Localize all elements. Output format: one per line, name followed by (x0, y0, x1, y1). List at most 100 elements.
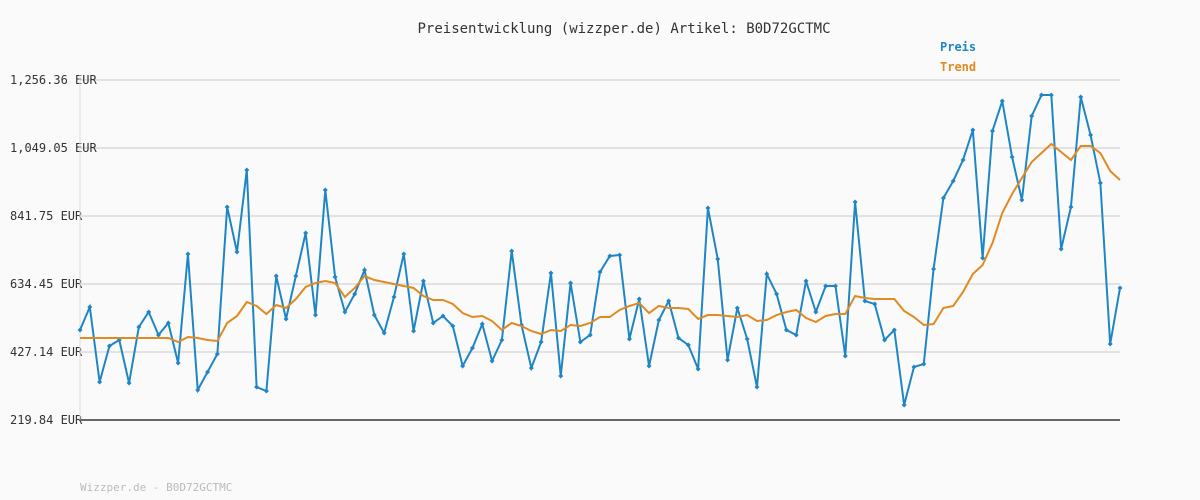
data-point (1009, 154, 1015, 160)
data-point (911, 364, 917, 370)
data-point (891, 327, 897, 333)
data-point (813, 309, 819, 315)
data-point (607, 253, 613, 259)
data-point (970, 127, 976, 133)
data-point (960, 157, 966, 163)
chart-title: Preisentwicklung (wizzper.de) Artikel: B… (417, 21, 830, 37)
data-point (381, 330, 387, 336)
data-point (136, 324, 142, 330)
data-point (224, 204, 230, 210)
data-point (548, 270, 554, 276)
data-point (734, 305, 740, 311)
y-tick-label: 634.45 EUR (10, 277, 83, 291)
data-point (293, 273, 299, 279)
data-point (538, 339, 544, 345)
legend-label: Trend (940, 60, 976, 74)
data-point (646, 363, 652, 369)
data-point (882, 337, 888, 343)
data-point (940, 195, 946, 201)
data-point (823, 283, 829, 289)
data-point (852, 199, 858, 205)
data-point (254, 384, 260, 390)
data-point (489, 358, 495, 364)
data-point (1117, 285, 1123, 291)
y-tick-label: 219.84 EUR (10, 413, 83, 427)
data-point (469, 345, 475, 351)
data-point (1107, 341, 1113, 347)
data-point (705, 205, 711, 211)
data-point (371, 312, 377, 318)
data-point (1058, 246, 1064, 252)
data-point (352, 291, 358, 297)
data-point (165, 320, 171, 326)
data-point (342, 309, 348, 315)
y-tick-label: 841.75 EUR (10, 209, 83, 223)
data-point (685, 342, 691, 348)
data-point (842, 353, 848, 359)
data-point (283, 316, 289, 322)
data-point (695, 366, 701, 372)
data-point (528, 365, 534, 371)
data-point (460, 363, 466, 369)
series-line (80, 142, 1121, 344)
data-point (774, 291, 780, 297)
data-point (793, 332, 799, 338)
legend-label: Preis (940, 40, 976, 54)
data-point (1039, 92, 1045, 98)
data-point (77, 327, 83, 333)
data-point (450, 323, 456, 329)
data-point (263, 388, 269, 394)
data-point (273, 273, 279, 279)
data-point (1068, 204, 1074, 210)
y-tick-label: 1,049.05 EUR (10, 141, 97, 155)
data-point (989, 128, 995, 134)
data-point (999, 98, 1005, 104)
data-point (666, 298, 672, 304)
data-point (617, 252, 623, 258)
data-point (332, 274, 338, 280)
data-point (175, 360, 181, 366)
data-point (126, 380, 132, 386)
data-point (411, 328, 417, 334)
y-tick-label: 427.14 EUR (10, 345, 83, 359)
data-point (901, 402, 907, 408)
data-point (832, 283, 838, 289)
data-point (921, 361, 927, 367)
data-point (155, 332, 161, 338)
data-point (803, 278, 809, 284)
footer: Wizzper.de - B0D72GCTMC (80, 481, 232, 494)
data-point (391, 294, 397, 300)
data-point (244, 167, 250, 173)
data-point (1097, 180, 1103, 186)
data-point (980, 255, 986, 261)
data-point (577, 339, 583, 345)
data-point (401, 251, 407, 257)
data-point (362, 267, 368, 273)
data-point (185, 251, 191, 257)
data-point (568, 280, 574, 286)
data-point (195, 387, 201, 393)
data-point (872, 301, 878, 307)
data-point (509, 248, 515, 254)
data-point (656, 317, 662, 323)
data-point (597, 269, 603, 275)
data-point (322, 187, 328, 193)
data-point (420, 278, 426, 284)
data-point (205, 369, 211, 375)
data-point (312, 312, 318, 318)
data-point (1088, 132, 1094, 138)
data-point (764, 271, 770, 277)
data-point (499, 337, 505, 343)
data-point (558, 373, 564, 379)
data-point (214, 351, 220, 357)
data-point (587, 332, 593, 338)
data-point (146, 309, 152, 315)
data-point (862, 298, 868, 304)
data-point (950, 178, 956, 184)
data-point (303, 230, 309, 236)
data-point (440, 313, 446, 319)
data-point (626, 336, 632, 342)
data-point (430, 320, 436, 326)
